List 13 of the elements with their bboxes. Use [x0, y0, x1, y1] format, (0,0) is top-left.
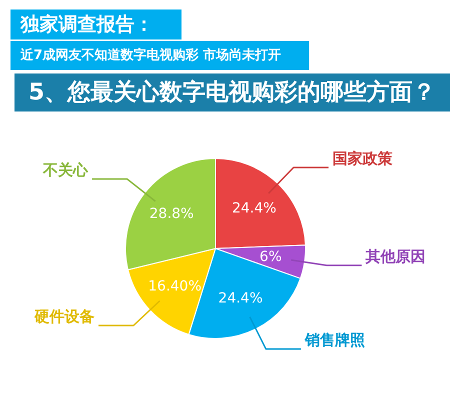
chart-title: 独家调查报告：: [20, 14, 154, 36]
data-label: 6%: [260, 248, 282, 265]
data-label: 28.8%: [149, 206, 194, 222]
slice-label: 销售牌照: [304, 331, 365, 350]
slice-label: 不关心: [42, 160, 90, 179]
slice-label: 其他原因: [364, 247, 426, 266]
text: 5、您最关心数字电视购彩的哪些方面？: [28, 78, 436, 106]
slice-label: 硬件设备: [33, 308, 94, 326]
data-label: 24.4%: [218, 290, 263, 306]
slice-label: 国家政策: [332, 149, 394, 168]
chart-subtitle: 近7成网友不知道数字电视购彩 市场尚未打开: [20, 47, 282, 63]
data-label: 16.40%: [148, 278, 202, 295]
data-label: 24.4%: [232, 200, 276, 216]
